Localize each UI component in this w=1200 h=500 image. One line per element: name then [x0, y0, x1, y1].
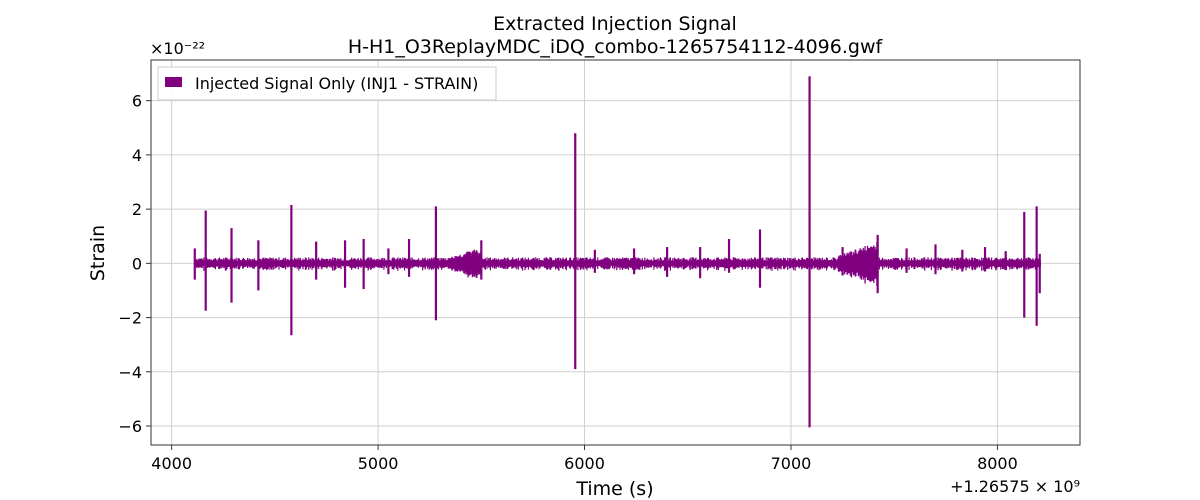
y-tick-label: 2	[132, 200, 142, 219]
y-axis-label: Strain	[87, 225, 109, 281]
chart-title: Extracted Injection Signal	[493, 13, 737, 35]
legend-box	[157, 66, 497, 101]
chart-subtitle: H-H1_O3ReplayMDC_iDQ_combo-1265754112-40…	[348, 36, 884, 58]
plot-area-frame	[150, 59, 1081, 446]
x-tick-label: 6000	[564, 454, 605, 473]
y-tick-label: −4	[118, 363, 142, 382]
legend-label: Injected Signal Only (INJ1 - STRAIN)	[195, 74, 478, 93]
y-tick-label: 0	[132, 254, 142, 273]
y-tick-label: 4	[132, 146, 142, 165]
y-axis-scale-label: ×10⁻²²	[150, 39, 205, 58]
y-tick-label: −2	[118, 309, 142, 328]
legend: Injected Signal Only (INJ1 - STRAIN)	[157, 66, 497, 101]
x-axis-label: Time (s)	[575, 478, 653, 500]
x-tick-label: 7000	[771, 454, 812, 473]
x-axis-offset-label: +1.26575 × 10⁹	[950, 477, 1080, 496]
y-tick-label: 6	[132, 92, 142, 111]
y-tick-label: −6	[118, 417, 142, 436]
data-series	[193, 76, 1041, 428]
x-tick-label: 5000	[358, 454, 399, 473]
legend-swatch	[165, 77, 182, 87]
axis-ticks: 4000 5000 6000 7000 8000 −6 −4 −2 0 2 4 6	[118, 92, 1017, 473]
x-tick-label: 4000	[151, 454, 192, 473]
x-tick-label: 8000	[977, 454, 1018, 473]
